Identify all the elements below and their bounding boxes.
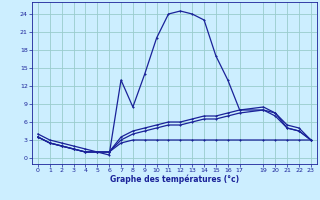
- X-axis label: Graphe des températures (°c): Graphe des températures (°c): [110, 175, 239, 184]
